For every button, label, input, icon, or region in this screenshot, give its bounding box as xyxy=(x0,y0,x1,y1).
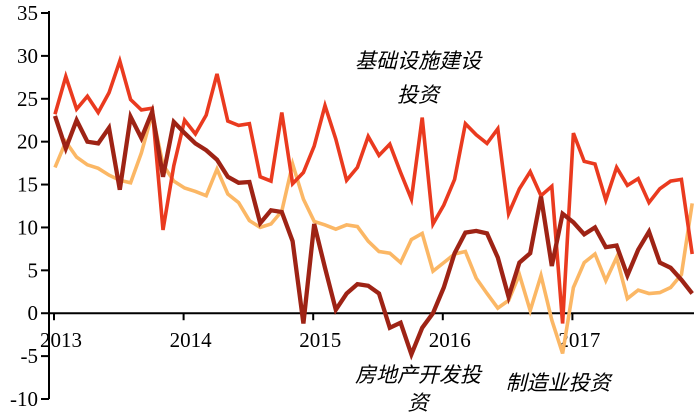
y-axis-tick-label: 25 xyxy=(17,87,38,111)
y-axis-tick-label: 30 xyxy=(17,44,38,68)
y-axis-tick-label: 15 xyxy=(17,173,38,197)
y-axis-tick-label: 10 xyxy=(17,215,38,239)
y-axis-tick-label: 35 xyxy=(17,1,38,25)
y-axis-tick-label: 0 xyxy=(28,301,39,325)
x-axis-tick-label: 2014 xyxy=(170,328,213,352)
y-axis-tick-label: -5 xyxy=(21,344,39,368)
y-axis-tick-label: -10 xyxy=(10,387,38,411)
x-axis-tick-label: 2016 xyxy=(429,328,471,352)
series-line-房地产开发投资 xyxy=(52,103,694,361)
series-line-基础设施建设投资 xyxy=(53,54,694,324)
x-axis-tick-label: 2015 xyxy=(299,328,341,352)
y-axis-tick-label: 5 xyxy=(28,258,39,282)
x-axis-tick-label: 2013 xyxy=(40,328,82,352)
y-axis-tick-label: 20 xyxy=(17,130,38,154)
